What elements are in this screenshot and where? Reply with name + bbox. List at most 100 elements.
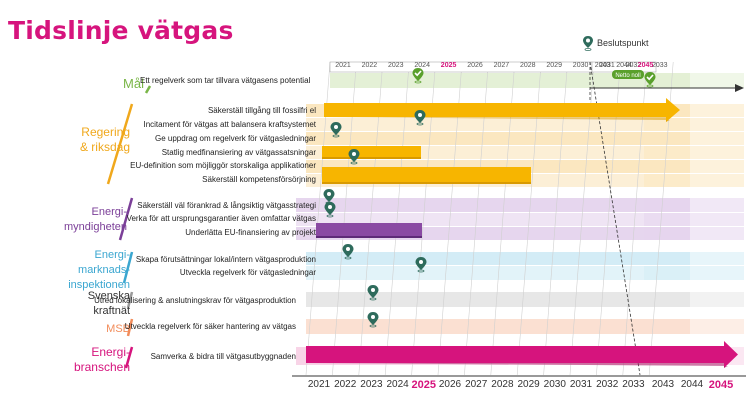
netto-noll-badge: Netto noll: [612, 70, 644, 79]
row-band-extended: [644, 73, 744, 88]
decision-pin-icon: [367, 312, 379, 328]
decision-pin-icon: [415, 257, 427, 273]
netto-noll-label: Netto noll: [615, 73, 640, 79]
row-band-extended: [644, 266, 744, 280]
decision-pin-icon: [330, 122, 342, 138]
category-slash-regering: [106, 103, 134, 185]
category-label-energimyndigheten: Energi- myndigheten: [64, 206, 127, 233]
decision-pin-icon: [583, 36, 593, 51]
row-band-extended: [644, 174, 744, 187]
bar-samverka-branschen: [306, 341, 738, 368]
bottom-year-label: 2031: [569, 379, 593, 390]
category-slash-marknad: [122, 251, 134, 284]
bottom-year-label: 2023: [360, 379, 383, 390]
row-band-extended: [644, 160, 744, 173]
top-year-label: 2043: [594, 62, 611, 69]
activity-label: Ge uppdrag om regelverk för vätgaslednin…: [155, 134, 316, 143]
legend-label: Beslutspunkt: [597, 38, 649, 48]
bar-fossilfri-el: [324, 98, 680, 122]
category-label-marknad: Energi- marknads- inspektionen: [68, 249, 130, 291]
activity-label: EU-definition som möjliggör storskaliga …: [130, 161, 316, 170]
top-year-label: 2027: [493, 62, 510, 69]
bottom-year-label: 2025: [411, 379, 437, 391]
bottom-year-label: 2024: [386, 379, 409, 390]
row-band-extended: [644, 252, 744, 265]
bottom-year-label: 2022: [334, 379, 357, 390]
bottom-year-label: 2045: [708, 379, 734, 391]
top-year-label: 2028: [520, 62, 536, 69]
bar-statlig-medfinansiering: [322, 146, 421, 159]
bottom-year-label: 2029: [517, 379, 540, 390]
category-slash-msb: [126, 318, 134, 337]
activity-label: Säkerställ väl förankrad & långsiktig vä…: [137, 201, 316, 210]
category-slash-mal: [144, 85, 152, 94]
bar-eu-finansiering: [316, 223, 422, 238]
row-band-extended: [644, 292, 744, 307]
row-band-msb: [306, 319, 690, 334]
row-band-regering: [306, 132, 690, 145]
activity-label: Statlig medfinansiering av vätgassatsnin…: [161, 148, 316, 157]
page-title: Tidslinje vätgas: [8, 16, 234, 45]
activity-label: Verka för att ursprungsgarantier även om…: [126, 214, 316, 223]
category-label-mal: Mål: [123, 76, 144, 91]
decision-pin-icon: [324, 202, 336, 218]
activity-label: Utveckla regelverk för vätgasledningar: [179, 268, 316, 277]
row-band-extended: [644, 227, 744, 240]
decision-pin-mal-2045: [644, 72, 656, 88]
bottom-year-label: 2044: [680, 379, 704, 390]
bar-kompetensforsorjning: [322, 167, 531, 184]
row-band-marknad: [306, 252, 690, 265]
bottom-year-label: 2028: [491, 379, 514, 390]
top-year-label: 2044: [616, 62, 632, 69]
top-year-label: 2022: [361, 62, 378, 69]
activity-label: Underlätta EU-finansiering av projekt: [185, 228, 316, 237]
bottom-year-label: 2030: [543, 379, 566, 390]
activity-label: Ett regelverk som tar tillvara vätgasens…: [140, 76, 311, 85]
category-slash-svk: [126, 291, 134, 309]
row-band-extended: [644, 118, 744, 131]
row-band-extended: [644, 198, 744, 212]
top-year-label: 2024: [414, 62, 430, 69]
activity-label: Samverka & bidra till vätgasutbyggnaden: [150, 352, 296, 361]
row-band-extended: [644, 146, 744, 159]
row-band-regering: [306, 118, 690, 131]
activity-label: Utred lokalisering & anslutningskrav för…: [94, 296, 296, 305]
bottom-year-label: 2043: [651, 379, 675, 390]
bottom-year-label: 2027: [465, 379, 488, 390]
top-year-label: 2032: [625, 62, 642, 69]
decision-pin-icon: [414, 110, 426, 126]
top-year-label: 2030: [572, 62, 589, 69]
row-band-extended: [644, 213, 744, 226]
category-label-svk: Svenska kraftnät: [87, 290, 130, 317]
activity-label: Säkerställ tillgång till fossilfri el: [207, 106, 316, 115]
row-band-energimyndigheten: [296, 198, 690, 212]
activity-label: Incitament för vätgas att balansera kraf…: [143, 120, 316, 129]
top-year-label: 2023: [388, 62, 404, 69]
category-label-branschen: Energi- branschen: [73, 345, 130, 374]
activity-label: Skapa förutsättningar lokal/intern vätga…: [135, 255, 316, 264]
row-band-svk: [306, 292, 690, 307]
top-year-label: 2033: [652, 62, 668, 69]
decision-pin-icon: [342, 244, 354, 260]
decision-pin-icon: [348, 149, 360, 165]
top-year-label: 2029: [546, 62, 562, 69]
top-year-label: 2025: [440, 62, 457, 69]
activity-label: Säkerställ kompetensförsörjning: [202, 175, 316, 184]
category-slash-branschen: [124, 346, 134, 369]
decision-pin-icon: [323, 189, 335, 205]
category-label-msb: MSB: [106, 323, 130, 335]
top-year-label: 2026: [467, 62, 483, 69]
top-year-label: 2021: [335, 62, 351, 69]
bottom-year-label: 2032: [596, 379, 619, 390]
mal-timeline-arrow: [590, 84, 744, 92]
bottom-year-label: 2021: [307, 379, 331, 390]
row-band-extended: [644, 132, 744, 145]
row-band-marknad: [306, 266, 690, 280]
activity-label: Utveckla regelverk för säker hantering a…: [124, 322, 296, 331]
category-slash-energimyndigheten: [118, 197, 134, 241]
category-label-regering: Regering & riksdag: [79, 125, 130, 154]
bottom-year-label: 2033: [622, 379, 645, 390]
row-band-energimyndigheten: [296, 213, 690, 226]
